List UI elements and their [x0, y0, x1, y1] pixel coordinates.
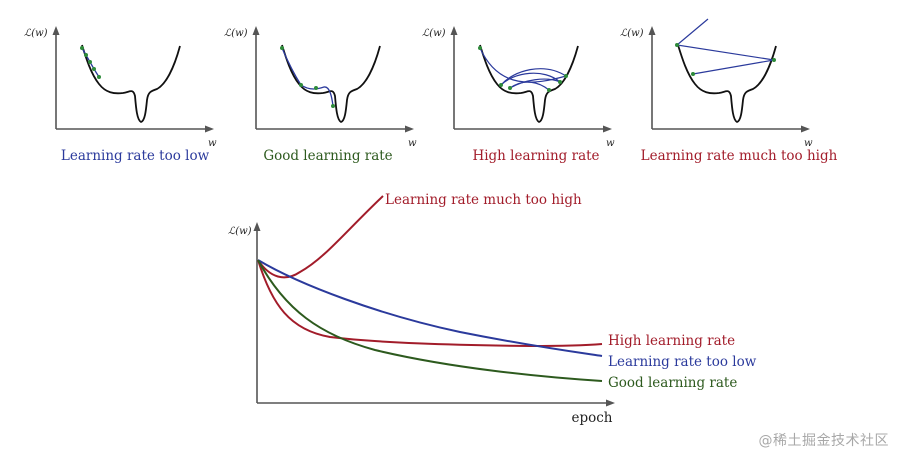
panel-x-arrow-icon	[205, 125, 214, 133]
panel-x-label: w	[606, 138, 615, 149]
step-point	[772, 58, 776, 62]
panel-high	[450, 26, 612, 133]
series-line-too-low	[257, 259, 603, 357]
panel-caption: Learning rate much too high	[641, 148, 838, 164]
panel-much-too-high	[648, 18, 810, 133]
panel-x-arrow-icon	[801, 125, 810, 133]
main-y-arrow-icon	[253, 222, 261, 231]
step-point	[97, 75, 101, 79]
main-y-label: ℒ(w)	[228, 226, 252, 237]
descent-steps	[675, 43, 776, 76]
main-x-arrow-icon	[606, 399, 615, 407]
series-label-much-too-high: Learning rate much too high	[385, 192, 582, 208]
step-point	[547, 88, 551, 92]
loss-curve	[677, 44, 777, 123]
watermark: @稀土掘金技术社区	[758, 433, 889, 449]
step-point	[299, 83, 303, 87]
step-point	[88, 60, 92, 64]
panel-y-label: ℒ(w)	[224, 28, 248, 39]
step-point	[675, 43, 679, 47]
panel-x-label: w	[804, 138, 813, 149]
panel-y-arrow-icon	[52, 26, 60, 35]
loss-curve	[479, 44, 579, 123]
step-point	[558, 80, 562, 84]
panel-x-arrow-icon	[405, 125, 414, 133]
main-x-label: epoch	[571, 410, 612, 426]
series-line-high	[257, 259, 603, 348]
series-line-much-too-high	[257, 195, 384, 279]
descent-steps	[280, 46, 335, 108]
descent-steps	[478, 46, 568, 92]
descent-path	[675, 18, 775, 75]
panel-y-label: ℒ(w)	[422, 28, 446, 39]
panel-caption: Learning rate too low	[61, 148, 210, 164]
descent-path	[479, 47, 567, 91]
panel-y-label: ℒ(w)	[24, 28, 48, 39]
step-point	[478, 46, 482, 50]
series-label-too-low: Learning rate too low	[608, 354, 757, 370]
panel-y-arrow-icon	[450, 26, 458, 35]
series-label-high: High learning rate	[608, 333, 735, 349]
panel-x-label: w	[408, 138, 417, 149]
panel-caption: Good learning rate	[263, 148, 392, 164]
panel-x-label: w	[208, 138, 217, 149]
step-point	[84, 53, 88, 57]
series-line-good	[257, 259, 603, 382]
panel-caption: High learning rate	[472, 148, 599, 164]
panel-good	[252, 26, 414, 133]
descent-steps	[80, 46, 101, 79]
descent-path	[281, 47, 334, 107]
step-point	[691, 72, 695, 76]
loss-curve	[281, 44, 381, 123]
step-point	[80, 46, 84, 50]
step-point	[564, 74, 568, 78]
step-point	[314, 86, 318, 90]
step-point	[331, 104, 335, 108]
panel-y-arrow-icon	[648, 26, 656, 35]
panel-too-low	[52, 26, 214, 133]
step-point	[92, 67, 96, 71]
step-point	[499, 83, 503, 87]
series-label-good: Good learning rate	[608, 375, 737, 391]
panel-y-label: ℒ(w)	[620, 28, 644, 39]
panel-x-arrow-icon	[603, 125, 612, 133]
step-point	[508, 86, 512, 90]
loss-curve	[81, 44, 181, 123]
main-chart: ℒ(w) epoch Learning rate much too high H…	[228, 192, 757, 426]
panel-y-arrow-icon	[252, 26, 260, 35]
step-point	[280, 46, 284, 50]
